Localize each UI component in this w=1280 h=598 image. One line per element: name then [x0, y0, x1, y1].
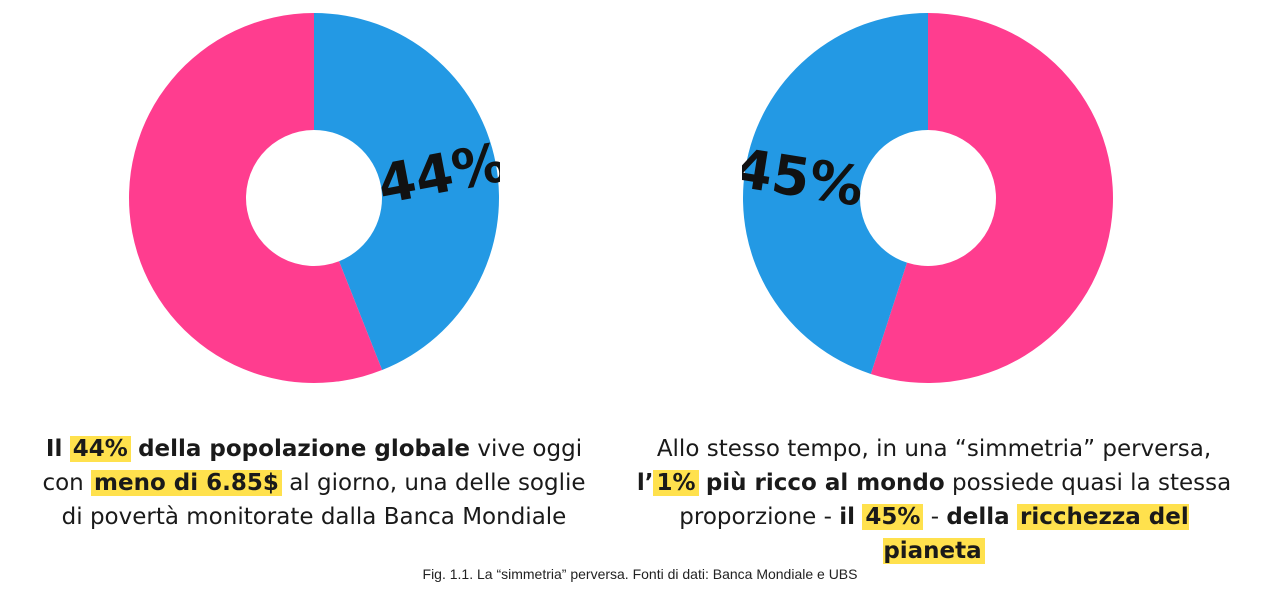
caption-text: l’ — [636, 470, 654, 496]
caption-text: della popolazione globale — [138, 436, 471, 462]
donut-0-slice-1 — [129, 13, 383, 383]
caption-text: Allo stesso tempo, in una “simmetria” pe… — [656, 436, 1212, 462]
figure-footnote: Fig. 1.1. La “simmetria” perversa. Fonti… — [422, 566, 858, 582]
caption-poverty: Il 44% della popolazione globale vive og… — [14, 432, 614, 534]
caption-text: della — [946, 504, 1010, 530]
highlight-44: 44% — [69, 436, 131, 462]
highlight-45: 45% — [862, 504, 924, 530]
donut-1-slice-1 — [742, 13, 928, 374]
caption-wealth: Allo stesso tempo, in una “simmetria” pe… — [634, 432, 1234, 568]
caption-text: più ricco al mondo — [705, 470, 945, 496]
donut-1-slice-0 — [870, 13, 1113, 383]
caption-text: proporzione - — [679, 504, 840, 530]
caption-text: Il — [45, 436, 63, 462]
highlight-threshold: meno di 6.85$ — [91, 470, 282, 496]
donut-chart-poverty: 44% — [129, 13, 500, 383]
caption-text: - — [923, 504, 947, 530]
caption-text: il — [839, 504, 856, 530]
caption-text: di povertà monitorate dalla Banca Mondia… — [61, 504, 567, 530]
donut-chart-wealth: 45% — [742, 13, 1113, 383]
caption-text: possiede quasi la stessa — [944, 470, 1232, 496]
highlight-1: 1% — [653, 470, 699, 496]
donut-0-slice-0 — [314, 13, 499, 371]
caption-text: al giorno, una delle soglie — [281, 470, 586, 496]
caption-text: con — [42, 470, 84, 496]
caption-text: vive oggi — [470, 436, 583, 462]
